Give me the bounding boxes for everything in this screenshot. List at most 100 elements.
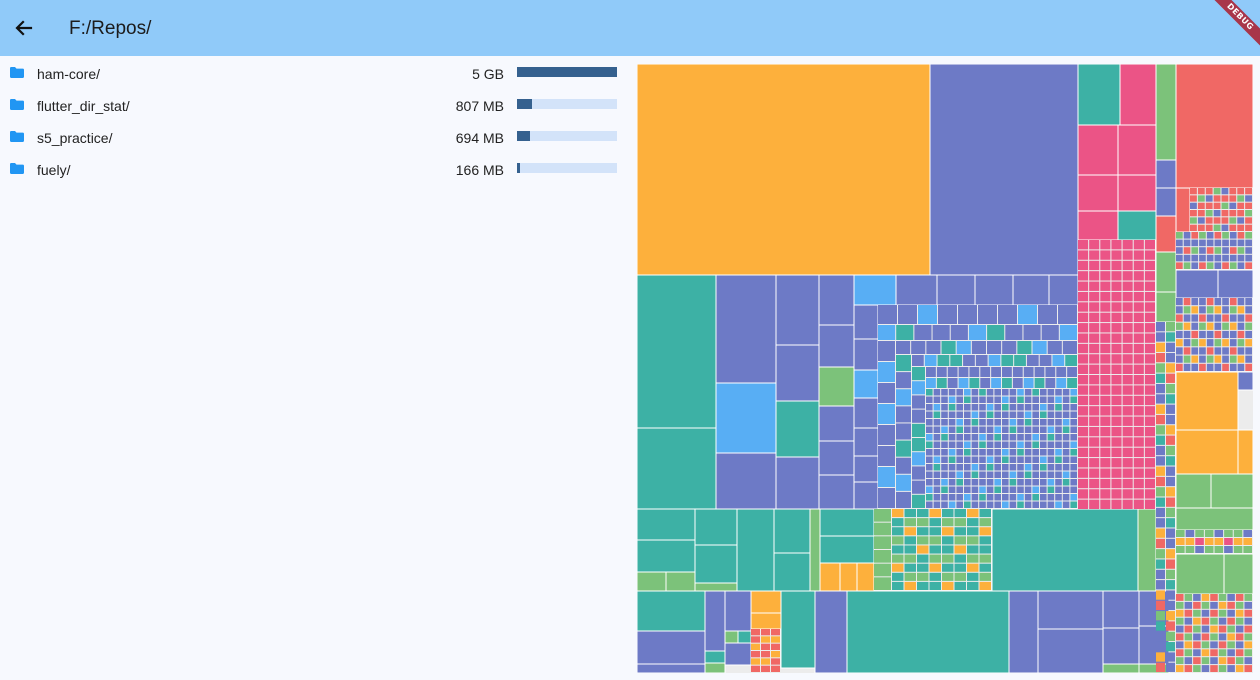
treemap-cell[interactable] [1229,247,1237,254]
treemap-cell[interactable] [1100,395,1111,406]
treemap-cell[interactable] [1070,434,1077,441]
treemap-cell[interactable] [986,404,994,411]
treemap-cell[interactable] [1078,281,1089,291]
treemap-cell[interactable] [1176,232,1183,239]
treemap-cell[interactable] [1221,224,1229,231]
treemap-cell[interactable] [1166,425,1175,435]
treemap-cell[interactable] [948,396,956,404]
treemap-cell[interactable] [1002,471,1009,479]
treemap-cell[interactable] [1041,325,1059,340]
treemap-cell[interactable] [1089,323,1100,333]
treemap-cell[interactable] [1111,333,1122,343]
treemap-cell[interactable] [967,536,979,545]
treemap-cell[interactable] [1133,499,1144,509]
treemap-cell[interactable] [1111,447,1122,458]
treemap-cell[interactable] [926,441,933,449]
treemap-cell[interactable] [1205,224,1213,231]
treemap-cell[interactable] [736,508,775,592]
treemap-cell[interactable] [1133,489,1144,499]
treemap-cell[interactable] [1111,437,1122,447]
treemap-cell[interactable] [1040,389,1047,396]
treemap-cell[interactable] [1221,195,1229,202]
treemap-cell[interactable] [1077,210,1119,241]
treemap-cell[interactable] [1191,254,1199,262]
treemap-cell[interactable] [814,590,848,673]
treemap-cell[interactable] [1002,456,1009,464]
treemap-cell[interactable] [948,494,956,501]
treemap-cell[interactable] [1213,188,1221,195]
treemap-cell[interactable] [1122,468,1133,478]
treemap-cell[interactable] [1235,657,1244,665]
treemap-cell[interactable] [1040,404,1047,411]
treemap-cell[interactable] [1070,419,1077,426]
treemap-cell[interactable] [1009,494,1017,501]
treemap-cell[interactable] [1237,339,1245,347]
treemap-cell[interactable] [980,367,991,377]
treemap-cell[interactable] [1089,426,1100,437]
treemap-cell[interactable] [1047,449,1055,456]
treemap-cell[interactable] [941,464,948,471]
treemap-cell[interactable] [1122,447,1133,458]
treemap-cell[interactable] [1111,343,1122,354]
treemap-cell[interactable] [967,527,979,536]
treemap-cell[interactable] [986,486,994,494]
treemap-cell[interactable] [964,441,971,449]
treemap-cell[interactable] [1166,631,1175,642]
treemap-cell[interactable] [1176,314,1183,322]
treemap-cell[interactable] [1190,217,1197,224]
treemap-cell[interactable] [1133,478,1144,489]
treemap-cell[interactable] [1040,396,1047,404]
treemap-cell[interactable] [1206,314,1214,322]
treemap-cell[interactable] [1244,649,1252,657]
treemap-cell[interactable] [956,426,963,434]
treemap-cell[interactable] [1204,538,1214,545]
treemap-cell[interactable] [926,411,933,419]
treemap-cell[interactable] [1244,594,1252,601]
treemap-cell[interactable] [941,434,948,441]
treemap-cell[interactable] [715,452,777,510]
treemap-cell[interactable] [933,419,941,426]
treemap-cell[interactable] [933,456,941,464]
treemap-cell[interactable] [1133,343,1144,354]
treemap-cell[interactable] [1144,312,1155,323]
treemap-cell[interactable] [780,590,816,669]
treemap-cell[interactable] [818,440,855,476]
treemap-cell[interactable] [1009,389,1017,396]
treemap-cell[interactable] [1040,449,1047,456]
treemap-cell[interactable] [1193,594,1201,601]
treemap-cell[interactable] [1166,363,1175,373]
treemap-cell[interactable] [956,434,963,441]
treemap-cell[interactable] [971,411,979,419]
treemap-cell[interactable] [904,572,917,581]
treemap-cell[interactable] [1244,641,1252,649]
treemap-cell[interactable] [1221,217,1229,224]
treemap-cell[interactable] [1133,416,1144,426]
treemap-cell[interactable] [1037,628,1104,673]
treemap-cell[interactable] [948,464,956,471]
treemap-cell[interactable] [986,389,994,396]
treemap-cell[interactable] [1070,494,1077,501]
treemap-cell[interactable] [1009,501,1017,509]
treemap-cell[interactable] [1100,323,1111,333]
treemap-cell[interactable] [1193,625,1201,633]
treemap-cell[interactable] [1243,538,1252,545]
treemap-cell[interactable] [853,427,879,457]
treemap-cell[interactable] [1111,291,1122,302]
treemap-cell[interactable] [1214,363,1222,371]
treemap-cell[interactable] [1089,478,1100,489]
treemap-cell[interactable] [1070,501,1077,509]
treemap-cell[interactable] [971,419,979,426]
treemap-cell[interactable] [1183,330,1191,339]
treemap-cell[interactable] [954,518,967,527]
treemap-cell[interactable] [1111,240,1122,250]
treemap-cell[interactable] [971,449,979,456]
treemap-cell[interactable] [929,64,1079,276]
treemap-cell[interactable] [1067,378,1077,388]
treemap-cell[interactable] [912,423,925,437]
treemap-cell[interactable] [948,456,956,464]
treemap-cell[interactable] [1166,373,1175,383]
treemap-cell[interactable] [1122,343,1133,354]
treemap-cell[interactable] [1024,464,1032,471]
treemap-cell[interactable] [1055,404,1062,411]
treemap-cell[interactable] [1166,476,1175,487]
